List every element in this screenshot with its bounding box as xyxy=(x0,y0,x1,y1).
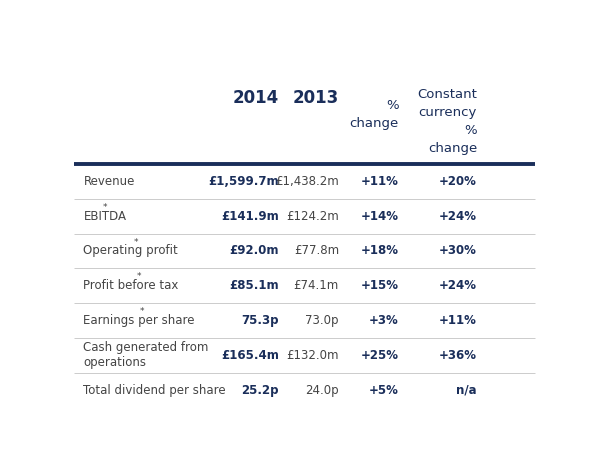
Text: 2014: 2014 xyxy=(233,89,279,107)
Text: 24.0p: 24.0p xyxy=(305,384,339,397)
Text: EBITDA: EBITDA xyxy=(83,210,127,223)
Text: Profit before tax: Profit before tax xyxy=(83,280,179,292)
Text: +24%: +24% xyxy=(439,280,477,292)
Text: n/a: n/a xyxy=(456,384,477,397)
Text: +11%: +11% xyxy=(439,314,477,327)
Text: +30%: +30% xyxy=(439,244,477,257)
Text: 2013: 2013 xyxy=(293,89,339,107)
Text: +18%: +18% xyxy=(361,244,399,257)
Text: £77.8m: £77.8m xyxy=(294,244,339,257)
Text: +11%: +11% xyxy=(361,175,399,188)
Text: +3%: +3% xyxy=(369,314,399,327)
Text: *: * xyxy=(137,273,141,281)
Text: £85.1m: £85.1m xyxy=(229,280,279,292)
Text: £74.1m: £74.1m xyxy=(293,280,339,292)
Text: Revenue: Revenue xyxy=(83,175,135,188)
Text: +20%: +20% xyxy=(439,175,477,188)
Text: Total dividend per share: Total dividend per share xyxy=(83,384,226,397)
Text: +15%: +15% xyxy=(361,280,399,292)
Text: £92.0m: £92.0m xyxy=(230,244,279,257)
Text: Cash generated from
operations: Cash generated from operations xyxy=(83,341,209,370)
Text: £1,599.7m: £1,599.7m xyxy=(208,175,279,188)
Text: +24%: +24% xyxy=(439,210,477,223)
Text: £1,438.2m: £1,438.2m xyxy=(275,175,339,188)
Text: *: * xyxy=(102,203,107,212)
Text: +14%: +14% xyxy=(361,210,399,223)
Text: £141.9m: £141.9m xyxy=(222,210,279,223)
Text: %
change: % change xyxy=(349,99,399,130)
Text: Earnings per share: Earnings per share xyxy=(83,314,195,327)
Text: £124.2m: £124.2m xyxy=(286,210,339,223)
Text: £132.0m: £132.0m xyxy=(286,349,339,362)
Text: +25%: +25% xyxy=(361,349,399,362)
Text: 75.3p: 75.3p xyxy=(242,314,279,327)
Text: +5%: +5% xyxy=(369,384,399,397)
Text: Constant
currency
%
change: Constant currency % change xyxy=(417,88,477,155)
Text: 25.2p: 25.2p xyxy=(242,384,279,397)
Text: *: * xyxy=(140,307,144,316)
Text: £165.4m: £165.4m xyxy=(221,349,279,362)
Text: +36%: +36% xyxy=(439,349,477,362)
Text: 73.0p: 73.0p xyxy=(305,314,339,327)
Text: *: * xyxy=(134,237,138,247)
Text: Operating profit: Operating profit xyxy=(83,244,178,257)
